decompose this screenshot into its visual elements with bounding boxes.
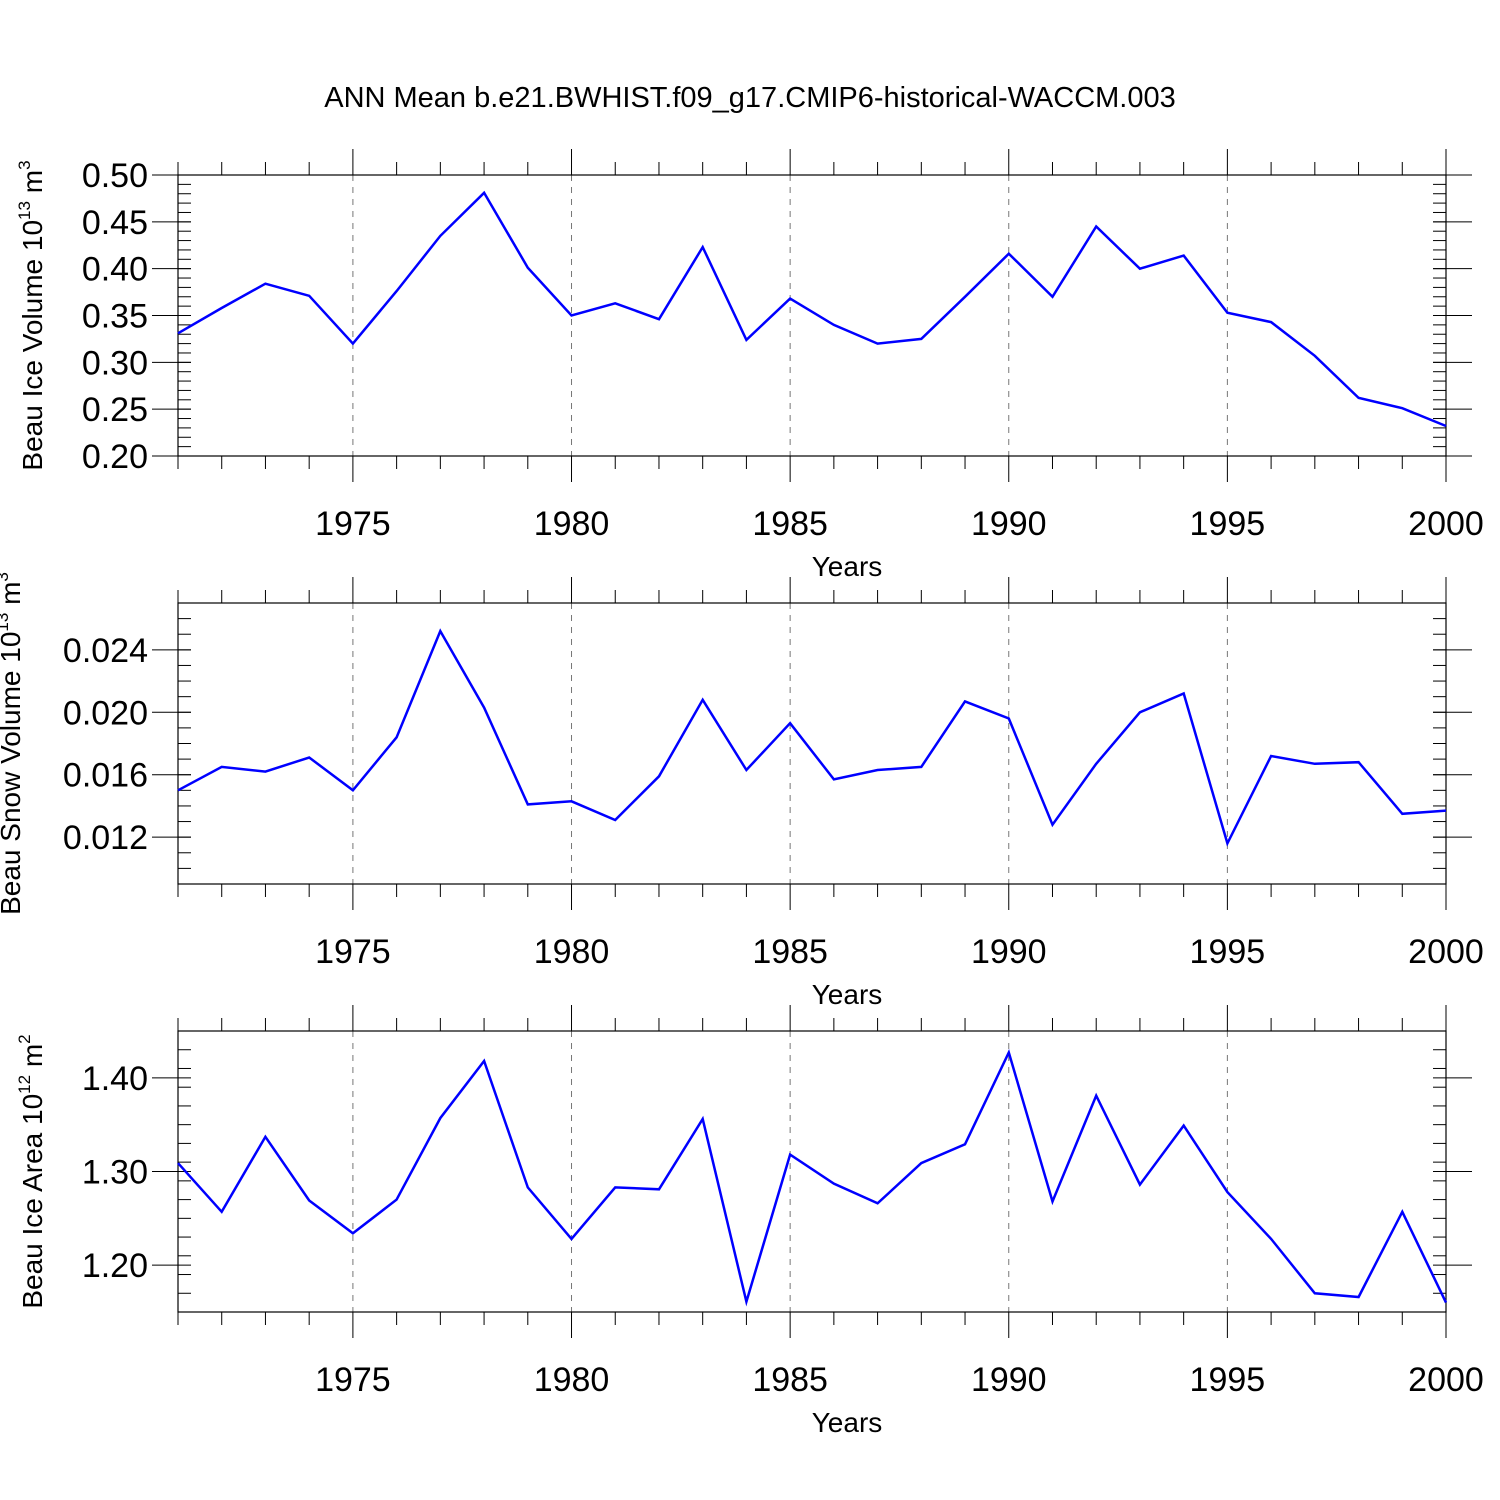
y-tick-label: 0.25 [82, 391, 148, 429]
plot-frame [177, 602, 1447, 885]
series-line [177, 190, 1447, 428]
x-tick-label: 1975 [315, 1361, 391, 1399]
y-tick-label: 0.30 [82, 344, 148, 382]
x-axis-label: Years [812, 979, 883, 1010]
y-tick-label: 1.20 [82, 1247, 148, 1285]
y-tick-label: 0.016 [63, 757, 148, 795]
x-tick-label: 1980 [534, 1361, 610, 1399]
x-tick-label: 1995 [1190, 505, 1266, 543]
series-line [177, 628, 1447, 847]
x-tick-label: 1995 [1190, 933, 1266, 971]
x-tick-label: 1980 [534, 505, 610, 543]
x-axis-label: Years [812, 551, 883, 582]
x-tick-label: 1990 [971, 1361, 1047, 1399]
y-tick-label: 0.024 [63, 632, 148, 670]
x-tick-label: 1985 [752, 933, 828, 971]
y-tick-label: 0.45 [82, 204, 148, 242]
y-tick-label: 0.20 [82, 438, 148, 476]
y-tick-label: 1.40 [82, 1060, 148, 1098]
x-tick-label: 2000 [1408, 1361, 1484, 1399]
x-tick-label: 1975 [315, 933, 391, 971]
y-tick-label: 0.020 [63, 694, 148, 732]
x-tick-label: 1980 [534, 933, 610, 971]
chart-title: ANN Mean b.e21.BWHIST.f09_g17.CMIP6-hist… [324, 82, 1176, 114]
y-tick-label: 1.30 [82, 1154, 148, 1192]
x-tick-label: 2000 [1408, 933, 1484, 971]
y-tick-label: 0.40 [82, 251, 148, 289]
y-tick-label: 0.35 [82, 298, 148, 336]
x-tick-label: 1990 [971, 505, 1047, 543]
x-axis-label: Years [812, 1407, 883, 1438]
x-tick-label: 1995 [1190, 1361, 1266, 1399]
y-tick-label: 0.012 [63, 819, 148, 857]
x-tick-label: 2000 [1408, 505, 1484, 543]
plot-frame [177, 174, 1447, 457]
y-axis-label: Beau Snow Volume 1013 m3 [0, 572, 26, 915]
x-tick-label: 1985 [752, 1361, 828, 1399]
plot-frame [177, 1030, 1447, 1313]
y-axis-label: Beau Ice Area 1012 m2 [15, 1034, 48, 1308]
x-tick-label: 1975 [315, 505, 391, 543]
y-axis-label: Beau Ice Volume 1013 m3 [15, 160, 48, 470]
x-tick-label: 1985 [752, 505, 828, 543]
series-line [177, 1049, 1448, 1307]
y-tick-label: 0.50 [82, 157, 148, 195]
x-tick-label: 1990 [971, 933, 1047, 971]
